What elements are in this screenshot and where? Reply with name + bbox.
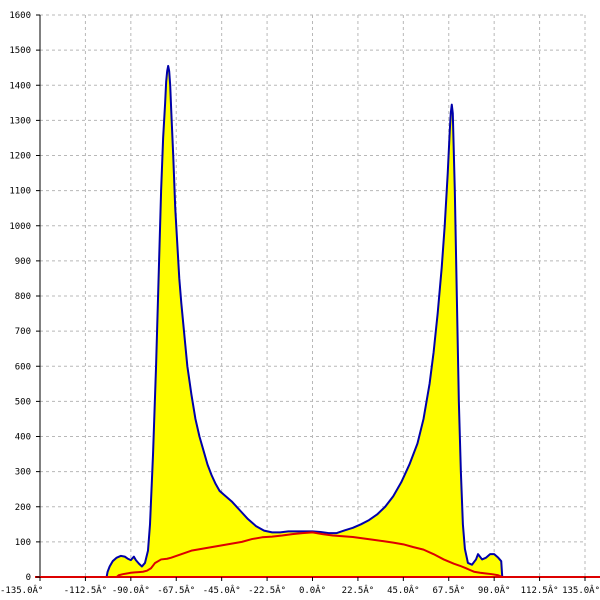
x-tick-label: 135.0Â° [562, 584, 600, 596]
y-tick-label: 0 [26, 573, 31, 583]
x-tick-label: 0.0Â° [299, 584, 326, 596]
y-tick-label: 500 [15, 397, 31, 407]
x-tick-label: 90.0Â° [478, 584, 511, 596]
axis-layer [35, 14, 600, 581]
y-tick-labels: 0 100 200 300 400 500 600 700 800 900 1000 1100 1200… [9, 11, 31, 583]
y-tick-label: 1600 [9, 11, 31, 21]
x-tick-label: -67.5Â° [157, 584, 195, 596]
y-tick-label: 300 [15, 468, 31, 478]
x-tick-labels: -135.0Â° -112.5Â° -90.0Â° -67.5Â° -45.0Â° -22… [0, 584, 600, 596]
y-tick-label: 200 [15, 503, 31, 513]
x-tick-label: 22.5Â° [342, 584, 375, 596]
y-tick-label: 1200 [9, 152, 31, 162]
x-tick-label: 112.5Â° [521, 584, 559, 596]
series-layer [105, 64, 504, 578]
x-tick-label: -90.0Â° [112, 584, 150, 596]
y-tick-label: 1100 [9, 187, 31, 197]
x-tick-label: -112.5Â° [64, 584, 107, 596]
x-tick-label: -45.0Â° [203, 584, 241, 596]
series-outline-line [105, 64, 504, 578]
x-tick-label: -135.0Â° [0, 584, 43, 596]
y-tick-label: 1000 [9, 222, 31, 232]
x-tick-label: 45.0Â° [387, 584, 420, 596]
y-tick-label: 800 [15, 292, 31, 302]
y-tick-label: 600 [15, 362, 31, 372]
x-tick-label: 67.5Â° [432, 584, 465, 596]
y-tick-label: 900 [15, 257, 31, 267]
y-tick-label: 1500 [9, 46, 31, 56]
y-tick-label: 400 [15, 433, 31, 443]
y-tick-label: 1300 [9, 116, 31, 126]
x-tick-label: -22.5Â° [248, 584, 286, 596]
y-tick-label: 100 [15, 538, 31, 548]
y-tick-label: 1400 [9, 81, 31, 91]
secondary-series-line [116, 531, 503, 578]
y-tick-label: 700 [15, 327, 31, 337]
